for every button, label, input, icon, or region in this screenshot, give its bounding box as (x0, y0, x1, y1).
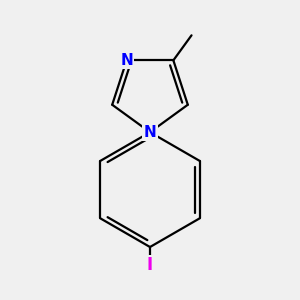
Text: N: N (120, 53, 133, 68)
Text: I: I (147, 256, 153, 274)
Text: N: N (144, 125, 156, 140)
